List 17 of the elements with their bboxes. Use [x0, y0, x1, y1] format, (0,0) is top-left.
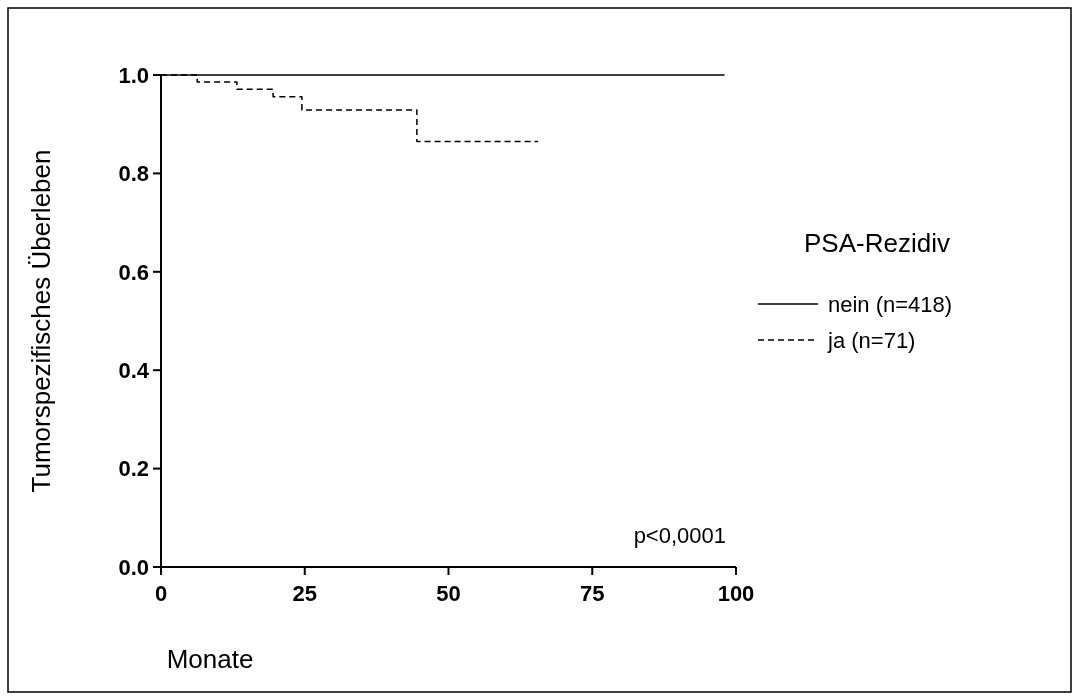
x-tick-label: 50	[436, 581, 461, 606]
y-tick-label: 0.2	[118, 456, 149, 482]
x-tick-label: 100	[717, 581, 755, 606]
x-tick-label: 0	[154, 581, 168, 606]
y-tick-label: 0.6	[118, 259, 149, 285]
y-axis-title: Tumorspezifisches Überleben	[26, 149, 56, 493]
x-tick-label: 75	[580, 581, 605, 606]
annotation: p<0,0001	[633, 523, 726, 548]
legend-label: ja (n=71)	[827, 327, 916, 353]
x-axis-title: Monate	[166, 644, 254, 674]
y-tick-label: 0.0	[118, 554, 149, 580]
y-tick-label: 0.8	[118, 161, 149, 187]
y-tick-label: 0.4	[118, 357, 150, 383]
x-tick-label: 25	[292, 581, 317, 606]
y-tick-label: 1.0	[118, 62, 149, 88]
legend-title: PSA-Rezidiv	[804, 228, 950, 258]
legend-label: nein (n=418)	[828, 291, 953, 317]
